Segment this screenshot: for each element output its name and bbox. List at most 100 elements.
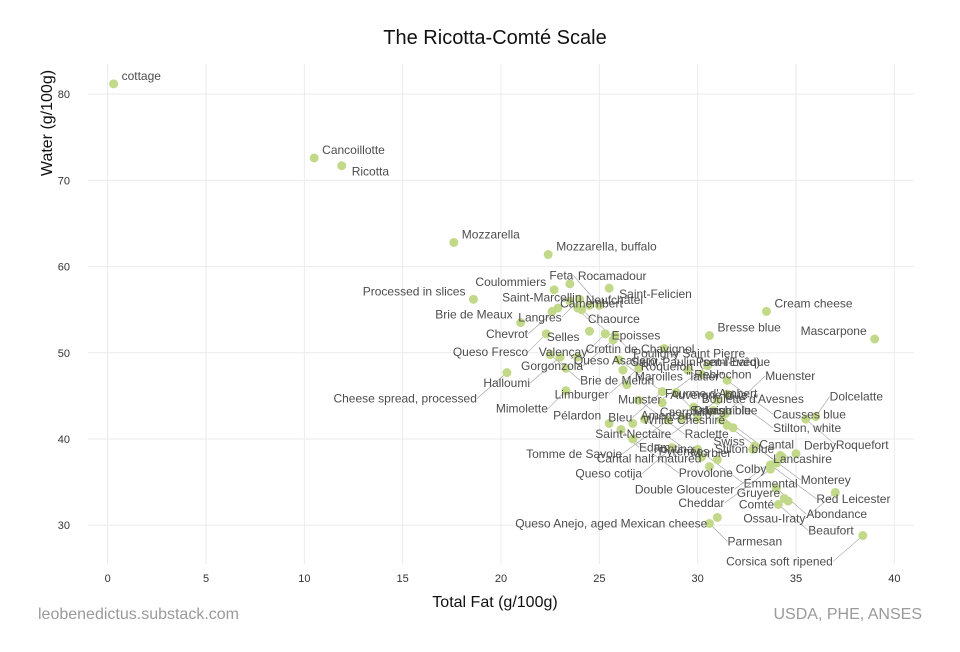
y-tick-label: 40 (58, 434, 70, 446)
data-point (594, 300, 604, 310)
point-label: Roquefort (641, 359, 694, 373)
point-label: Queso Anejo, aged Mexican cheese (515, 516, 707, 530)
data-point (541, 329, 551, 339)
point-label: Mimolette (496, 402, 548, 416)
point-label: Danish blue (694, 403, 758, 417)
point-label: Cantal half matured (597, 452, 702, 466)
data-point (704, 462, 714, 472)
data-point (689, 402, 699, 412)
data-point (693, 413, 703, 423)
tick-labels: 0 5 10 15 20 25 30 35 40 30 40 50 60 70 80 (58, 89, 901, 585)
x-tick-label: 35 (790, 573, 802, 585)
data-point (667, 443, 677, 453)
data-point (502, 368, 512, 378)
caption-data-sources: USDA, PHE, ANSES (774, 606, 923, 623)
data-point (309, 153, 319, 163)
data-point (728, 423, 738, 433)
data-point (801, 414, 811, 424)
data-point (693, 444, 703, 454)
point-label: Ricotta (352, 165, 390, 179)
point-label: Cheddar (678, 496, 724, 510)
chart-title: The Ricotta-Comté Scale (383, 27, 606, 49)
point-label: Fourme d'Ambert (665, 387, 758, 401)
point-label: Chaource (588, 312, 640, 326)
point-label: Maroilles "laitier" (635, 370, 724, 384)
label-leader-line (805, 418, 837, 446)
data-point (628, 418, 638, 428)
data-point (516, 318, 526, 328)
data-point (704, 331, 714, 341)
data-point (783, 496, 793, 506)
data-point (748, 444, 758, 454)
point-label: Gruyere (737, 486, 781, 500)
point-label: Bleu (608, 411, 632, 425)
data-point (337, 161, 347, 171)
point-label: Laguiole (706, 403, 752, 417)
point-label: cottage (122, 69, 162, 83)
data-point (830, 487, 840, 497)
data-point (634, 395, 644, 405)
data-point (722, 375, 732, 385)
data-point (600, 329, 610, 339)
data-point (657, 387, 667, 397)
data-point (565, 296, 575, 306)
point-label: Reblochon (694, 367, 751, 381)
point-label: Boulette d'Avesnes (702, 392, 804, 406)
y-tick-label: 60 (58, 262, 70, 274)
data-point (659, 343, 669, 353)
point-label: Ossau-Iraty (743, 511, 805, 525)
point-label: Munster (618, 393, 661, 407)
point-label: Salers (690, 403, 724, 417)
point-label: Parmesan (727, 534, 782, 548)
point-label: Morbier (691, 446, 732, 460)
point-label: Valençay (539, 345, 587, 359)
data-point (449, 237, 459, 247)
point-label: Lancashire (773, 452, 832, 466)
data-point (543, 250, 553, 260)
data-points (109, 79, 880, 541)
data-point (762, 306, 771, 316)
x-tick-label: 30 (692, 573, 704, 585)
data-point (811, 412, 821, 422)
label-leader-line (724, 468, 771, 504)
data-point (585, 326, 594, 336)
y-tick-label: 70 (58, 175, 70, 187)
data-point (628, 434, 638, 444)
data-point (708, 406, 718, 416)
point-label: Cheese spread, processed (333, 392, 476, 406)
point-label: Red Leicester (816, 492, 890, 506)
point-label: Pouligny Saint Pierre (633, 347, 745, 361)
data-point (616, 425, 626, 435)
data-point (614, 355, 624, 365)
point-labels: cottage Cancoillotte Ricotta Mozzarella Roca… (122, 69, 891, 569)
label-leader-line (632, 438, 679, 474)
point-label: Queso Fresco (453, 345, 529, 359)
data-point (561, 386, 571, 396)
point-label: Limburger (555, 387, 609, 401)
label-leader-line (805, 492, 836, 519)
label-leader-line (618, 359, 666, 394)
point-label: Colby (736, 462, 767, 476)
data-point (604, 418, 614, 428)
point-label: Queso cotija (575, 467, 642, 481)
point-label: Mozzarella (462, 227, 520, 241)
data-point (585, 300, 594, 310)
point-label: Pyrénées (659, 445, 710, 459)
data-point (657, 398, 667, 408)
point-label: Auvergne blue (670, 388, 748, 402)
point-label: Monterey (801, 473, 851, 487)
point-label: Chevrot (486, 327, 529, 341)
point-label: Tomme de Savoie (526, 447, 622, 461)
label-leader-line (726, 393, 774, 429)
point-label: Fontina (654, 442, 694, 456)
data-point (712, 512, 722, 522)
data-point (608, 335, 618, 345)
point-label: Selles (547, 330, 580, 344)
data-point (109, 79, 119, 89)
data-point (545, 350, 555, 360)
data-point (712, 455, 722, 465)
label-leader-line (726, 380, 774, 415)
point-label: Corsica soft ripened (726, 555, 833, 569)
x-tick-label: 0 (105, 573, 111, 585)
grid (88, 64, 914, 564)
